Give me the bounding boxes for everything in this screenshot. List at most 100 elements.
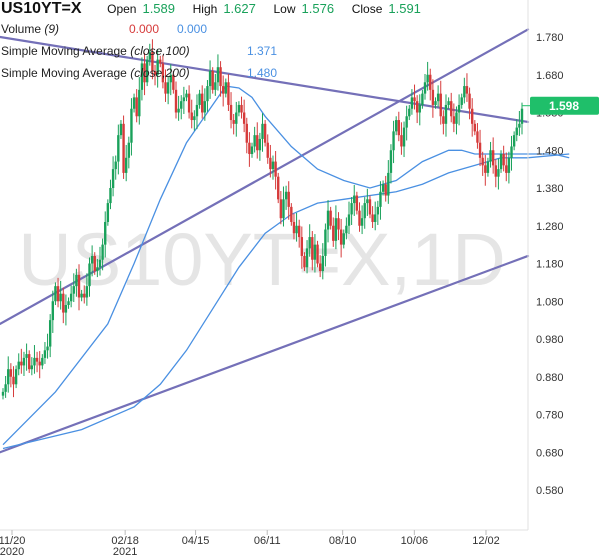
candle-body [54, 286, 57, 302]
candle-body [371, 214, 374, 222]
candle-body [169, 74, 172, 83]
candle-body [166, 82, 170, 94]
price-tag-box [530, 96, 599, 115]
candle-body [9, 369, 13, 377]
candle-body [421, 93, 424, 105]
y-tick-label: 0.580 [536, 485, 564, 497]
candle-body [7, 369, 10, 385]
x-tick-sublabel: 2020 [0, 546, 24, 558]
candle-body [83, 293, 86, 298]
candle-body [324, 229, 327, 256]
candle-body [227, 82, 230, 105]
candle-body [101, 244, 104, 260]
candle-body [64, 305, 68, 313]
candle-body [75, 274, 78, 287]
y-tick-label: 1.480 [536, 145, 564, 157]
y-tick-label: 1.380 [536, 183, 564, 195]
candle-body [216, 67, 220, 83]
candle-body [402, 127, 406, 147]
candle-body [360, 218, 364, 226]
candle-body [339, 229, 343, 245]
candle-body [156, 59, 159, 75]
candle-body [198, 93, 201, 105]
sma-100-name: Simple Moving Average [1, 44, 127, 58]
candle-body [77, 274, 81, 298]
candle-body [177, 108, 180, 113]
candle-body [245, 123, 248, 143]
candle-body [376, 206, 380, 215]
candle-body [410, 97, 414, 109]
candle-body [358, 210, 361, 226]
candle-body [499, 154, 503, 170]
candle-body [505, 165, 508, 173]
candle-body [431, 89, 435, 105]
candle-body [35, 357, 39, 362]
candle-body [397, 120, 401, 136]
candle-body [214, 82, 217, 90]
candle-body [502, 154, 505, 166]
sma-200-param: (close,200) [130, 66, 190, 80]
open-label: Open [107, 2, 137, 16]
candle-body [457, 104, 461, 113]
candle-body [387, 172, 390, 196]
candle-body [337, 218, 340, 230]
candle-body [400, 135, 403, 147]
candle-body [303, 255, 306, 268]
candle-body [130, 108, 133, 143]
candle-body [423, 82, 427, 94]
y-tick-label: 1.780 [536, 32, 564, 44]
candle-body [72, 286, 75, 294]
candle-body [93, 255, 96, 272]
volume-value-2: 0.000 [177, 22, 208, 36]
candle-body [164, 82, 167, 94]
x-tick-label: 08/10 [329, 535, 357, 547]
candle-body [384, 184, 387, 196]
candle-body [224, 82, 228, 94]
volume-legend[interactable]: Volume (9) 0.000 0.000 [1, 22, 207, 36]
candle-body [127, 142, 131, 158]
candle-body [28, 354, 31, 370]
candle-body [22, 357, 26, 366]
candle-body [329, 210, 332, 226]
sma-100-value: 1.371 [247, 44, 278, 58]
candle-body [481, 157, 484, 166]
candle-body [219, 67, 222, 87]
y-tick-label: 0.880 [536, 372, 564, 384]
candle-body [515, 127, 518, 136]
candle-body [206, 86, 209, 102]
candle-body [405, 116, 408, 128]
candle-body [450, 101, 453, 117]
candle-body [98, 259, 102, 268]
candle-body [363, 203, 366, 219]
candle-body [145, 59, 149, 83]
candle-body [138, 89, 141, 117]
sma-200-legend[interactable]: Simple Moving Average (close,200) 1.480 [1, 66, 277, 80]
candle-body [114, 161, 117, 170]
candle-body [447, 101, 450, 105]
candle-body [80, 293, 83, 298]
candle-body [394, 120, 398, 132]
x-tick-label: 02/18 [111, 535, 139, 547]
candle-body [242, 112, 246, 124]
candle-body [256, 135, 259, 151]
candle-body [350, 203, 353, 215]
candle-body [463, 86, 466, 98]
candle-body [282, 199, 285, 219]
candle-body [389, 150, 393, 173]
candle-body [473, 123, 477, 132]
candle-body [345, 225, 348, 234]
volume-param: (9) [44, 22, 60, 36]
candle-body [491, 150, 495, 166]
candle-body [486, 161, 490, 173]
candle-body [489, 150, 492, 162]
candle-body [279, 199, 283, 219]
candle-body [269, 157, 272, 170]
y-tick-label: 1.080 [536, 296, 564, 308]
x-tick-label: 11/20 [0, 535, 25, 547]
candle-body [444, 104, 448, 124]
low-label: Low [273, 2, 296, 16]
sma-100-legend[interactable]: Simple Moving Average (close,100) 1.371 [1, 44, 277, 58]
candle-body [392, 131, 395, 151]
candle-body [478, 142, 482, 158]
y-tick-label: 0.980 [536, 334, 564, 346]
